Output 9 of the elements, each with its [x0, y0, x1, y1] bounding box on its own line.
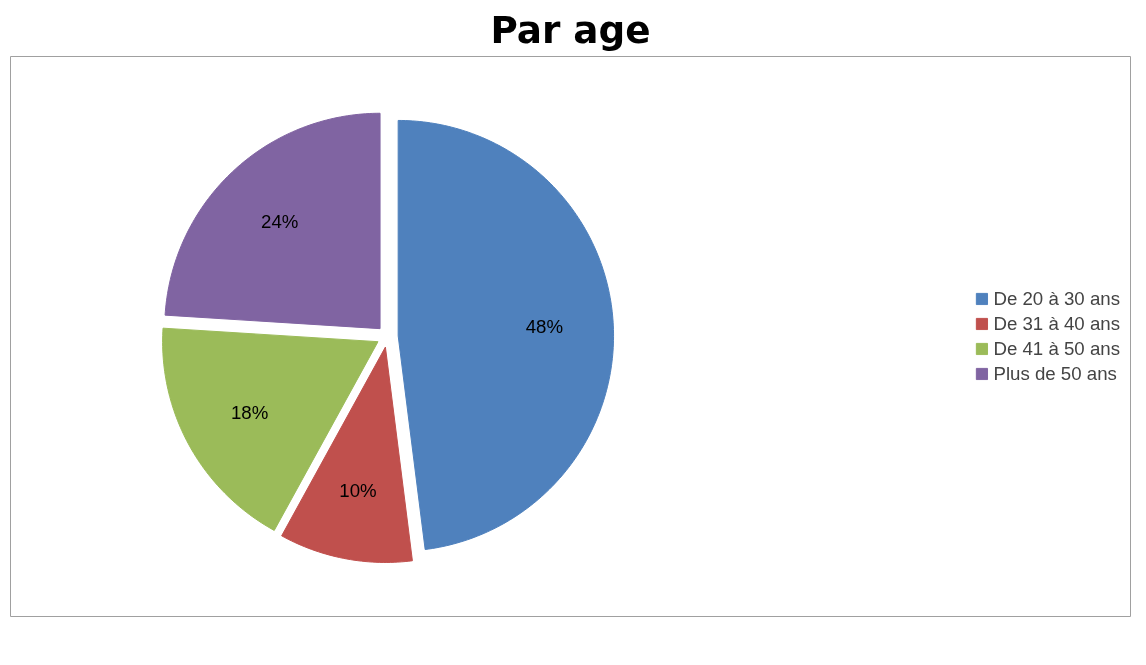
data-label: 10%	[339, 480, 377, 502]
legend-label: De 20 à 30 ans	[993, 287, 1120, 310]
legend-label: Plus de 50 ans	[993, 362, 1117, 385]
legend-label: De 41 à 50 ans	[993, 337, 1120, 360]
data-label: 48%	[525, 316, 564, 338]
data-label: 18%	[230, 401, 269, 423]
legend-label: De 31 à 40 ans	[993, 312, 1120, 335]
data-label: 24%	[261, 211, 299, 233]
chart-title: Par age	[490, 7, 651, 52]
